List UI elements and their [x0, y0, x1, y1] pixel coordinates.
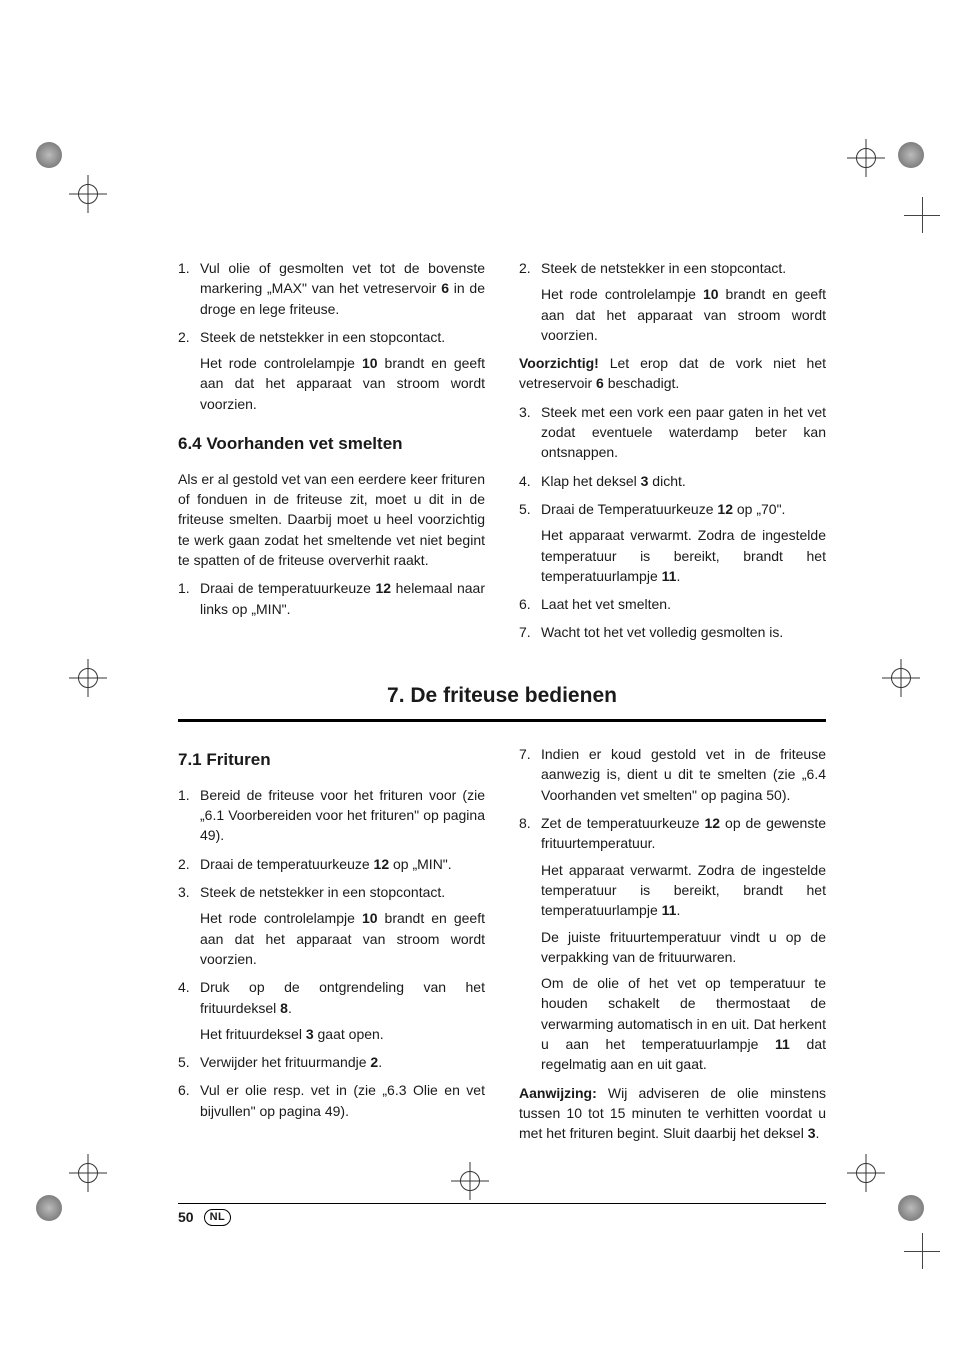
list-item-subpara: Het apparaat verwarmt. Zodra de ingestel… [541, 525, 826, 586]
section-7-title: 7. De friteuse bedienen [178, 681, 826, 711]
list-item-number: 7. [519, 622, 541, 642]
list-item: 7.Indien er koud gestold vet in de frite… [519, 744, 826, 805]
list-6-4-start: 1.Draai de temperatuurkeuze 12 helemaal … [178, 578, 485, 619]
list-item-text: Vul olie of gesmolten vet tot de bovenst… [200, 258, 485, 319]
list-item-text: Steek de netstekker in een stopcontact.H… [200, 327, 485, 414]
print-dot-tr [898, 142, 924, 168]
print-target-br [856, 1163, 876, 1183]
list-item-text: Steek de netstekker in een stopcontact.H… [541, 258, 826, 345]
col-left-7: 7.1 Frituren 1.Bereid de friteuse voor h… [178, 744, 485, 1151]
list-6-4-col2-b: 3.Steek met een vork een paar gaten in h… [519, 402, 826, 643]
list-item-number: 4. [178, 977, 200, 1044]
warning-6-4: Voorzichtig! Let erop dat de vork niet h… [519, 353, 826, 394]
lang-badge: NL [204, 1209, 232, 1227]
list-item-subpara: Het frituurdeksel 3 gaat open. [200, 1024, 485, 1044]
list-item: 1.Bereid de friteuse voor het frituren v… [178, 785, 485, 846]
list-item-number: 4. [519, 471, 541, 491]
block-7: 7.1 Frituren 1.Bereid de friteuse voor h… [178, 744, 826, 1151]
note-7-1: Aanwijzing: Wij adviseren de olie minste… [519, 1083, 826, 1144]
list-item-number: 7. [519, 744, 541, 805]
list-item: 2.Steek de netstekker in een stopcontact… [178, 327, 485, 414]
list-item-subpara: Het apparaat verwarmt. Zodra de ingestel… [541, 860, 826, 921]
list-item: 7.Wacht tot het vet volledig gesmolten i… [519, 622, 826, 642]
list-item-text: Zet de temperatuurkeuze 12 op de gewenst… [541, 813, 826, 1075]
list-item-subpara: Het rode controlelampje 10 brandt en gee… [200, 353, 485, 414]
page-footer: 50 NL [178, 1203, 826, 1231]
print-target-tl [78, 184, 98, 204]
print-target-ml [78, 668, 98, 688]
list-item-text: Steek met een vork een paar gaten in het… [541, 402, 826, 463]
list-item-number: 2. [178, 327, 200, 414]
col-right-top: 2.Steek de netstekker in een stopcontact… [519, 258, 826, 651]
section-7-rule [178, 719, 826, 722]
list-item: 6.Laat het vet smelten. [519, 594, 826, 614]
print-dot-br [898, 1195, 924, 1221]
print-target-tr [856, 148, 876, 168]
list-item-text: Draai de Temperatuurkeuze 12 op „70".Het… [541, 499, 826, 586]
list-item-number: 3. [519, 402, 541, 463]
list-item: 3.Steek met een vork een paar gaten in h… [519, 402, 826, 463]
list-item: 2.Steek de netstekker in een stopcontact… [519, 258, 826, 345]
print-cross-br [904, 1233, 940, 1269]
list-item-text: Steek de netstekker in een stopcontact.H… [200, 882, 485, 969]
list-item-text: Bereid de friteuse voor het frituren voo… [200, 785, 485, 846]
col-right-7: 7.Indien er koud gestold vet in de frite… [519, 744, 826, 1151]
list-item-number: 8. [519, 813, 541, 1075]
list-item: 3.Steek de netstekker in een stopcontact… [178, 882, 485, 969]
page-content: 1.Vul olie of gesmolten vet tot de boven… [178, 258, 826, 1231]
list-item-text: Klap het deksel 3 dicht. [541, 471, 826, 491]
list-item-text: Draai de temperatuurkeuze 12 helemaal na… [200, 578, 485, 619]
list-item-subpara: Het rode controlelampje 10 brandt en gee… [200, 908, 485, 969]
list-item-number: 1. [178, 258, 200, 319]
list-item-text: Verwijder het frituurmandje 2. [200, 1052, 485, 1072]
list-item: 2.Draai de temperatuurkeuze 12 op „MIN". [178, 854, 485, 874]
list-item-subpara: Het rode controlelampje 10 brandt en gee… [541, 284, 826, 345]
list-item-text: Wacht tot het vet volledig gesmolten is. [541, 622, 826, 642]
list-item: 5.Draai de Temperatuurkeuze 12 op „70".H… [519, 499, 826, 586]
print-dot-tl [36, 142, 62, 168]
list-item-number: 5. [519, 499, 541, 586]
list-item: 6.Vul er olie resp. vet in (zie „6.3 Oli… [178, 1080, 485, 1121]
list-item: 1.Vul olie of gesmolten vet tot de boven… [178, 258, 485, 319]
list-item-text: Indien er koud gestold vet in de friteus… [541, 744, 826, 805]
list-item-number: 6. [178, 1080, 200, 1121]
list-item: 8.Zet de temperatuurkeuze 12 op de gewen… [519, 813, 826, 1075]
list-item: 1.Draai de temperatuurkeuze 12 helemaal … [178, 578, 485, 619]
list-item-number: 1. [178, 785, 200, 846]
print-dot-bl [36, 1195, 62, 1221]
print-cross-tr [904, 197, 940, 233]
list-item-text: Draai de temperatuurkeuze 12 op „MIN". [200, 854, 485, 874]
list-item: 4.Druk op de ontgrendeling van het fritu… [178, 977, 485, 1044]
list-item-number: 5. [178, 1052, 200, 1072]
heading-7-1: 7.1 Frituren [178, 748, 485, 773]
list-item-text: Druk op de ontgrendeling van het frituur… [200, 977, 485, 1044]
list-7-1: 1.Bereid de friteuse voor het frituren v… [178, 785, 485, 1121]
heading-6-4: 6.4 Voorhanden vet smelten [178, 432, 485, 457]
list-item-subpara: Om de olie of het vet op temperatuur te … [541, 973, 826, 1074]
print-target-mr [891, 668, 911, 688]
list-item-text: Vul er olie resp. vet in (zie „6.3 Olie … [200, 1080, 485, 1121]
list-item-subpara: De juiste frituurtemperatuur vindt u op … [541, 927, 826, 968]
col-left-top: 1.Vul olie of gesmolten vet tot de boven… [178, 258, 485, 651]
para-6-4-intro: Als er al gestold vet van een eerdere ke… [178, 469, 485, 570]
page-number: 50 [178, 1207, 194, 1227]
list-item-number: 2. [519, 258, 541, 345]
section-7-header: 7. De friteuse bedienen [178, 681, 826, 722]
list-item-number: 6. [519, 594, 541, 614]
list-item-number: 3. [178, 882, 200, 969]
list-item: 5.Verwijder het frituurmandje 2. [178, 1052, 485, 1072]
block-6-continued: 1.Vul olie of gesmolten vet tot de boven… [178, 258, 826, 651]
list-before-6-4: 1.Vul olie of gesmolten vet tot de boven… [178, 258, 485, 414]
print-target-bl [78, 1163, 98, 1183]
list-item: 4.Klap het deksel 3 dicht. [519, 471, 826, 491]
list-item-number: 1. [178, 578, 200, 619]
list-7-1-col2: 7.Indien er koud gestold vet in de frite… [519, 744, 826, 1074]
list-item-text: Laat het vet smelten. [541, 594, 826, 614]
list-6-4-col2-a: 2.Steek de netstekker in een stopcontact… [519, 258, 826, 345]
list-item-number: 2. [178, 854, 200, 874]
